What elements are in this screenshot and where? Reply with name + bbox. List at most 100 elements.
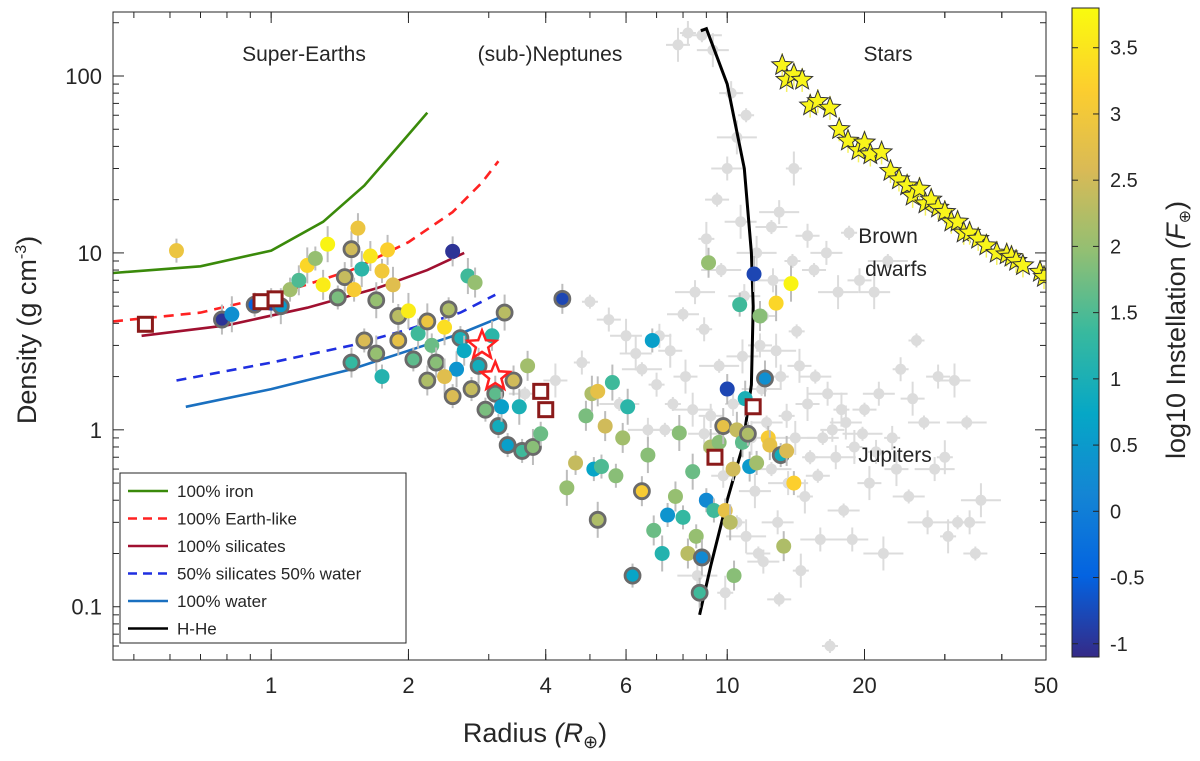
planet-point bbox=[504, 371, 523, 390]
gray-point bbox=[863, 477, 875, 489]
planet-point bbox=[698, 492, 714, 508]
gray-point bbox=[809, 371, 821, 383]
curve-100-iron bbox=[113, 111, 429, 275]
gray-point bbox=[752, 547, 764, 559]
region-label-jupiters: Jupiters bbox=[858, 444, 932, 467]
gray-point bbox=[969, 547, 981, 559]
gray-point bbox=[781, 410, 793, 422]
planet-point bbox=[786, 475, 802, 491]
gray-point bbox=[832, 286, 844, 298]
gray-points bbox=[508, 20, 1001, 653]
curve-100-earth-like bbox=[113, 160, 500, 323]
planet-point bbox=[632, 482, 651, 501]
gray-point bbox=[870, 446, 882, 458]
planet-point bbox=[427, 353, 446, 372]
gray-point bbox=[698, 428, 710, 440]
gray-point bbox=[740, 530, 752, 542]
x-tick-label: 2 bbox=[402, 673, 414, 698]
gray-point bbox=[895, 363, 907, 375]
planet-point bbox=[660, 507, 676, 523]
gray-point bbox=[795, 565, 807, 577]
region-label-stars: Stars bbox=[863, 43, 912, 66]
planet-point bbox=[746, 266, 762, 282]
planet-point bbox=[779, 443, 795, 459]
legend-label: 100% Earth-like bbox=[177, 510, 297, 529]
planet-point bbox=[385, 277, 401, 293]
x-tick-label: 20 bbox=[852, 673, 876, 698]
planet-point bbox=[282, 282, 298, 298]
planet-point bbox=[680, 545, 696, 561]
planet-point bbox=[693, 548, 711, 567]
planet-point bbox=[671, 425, 687, 441]
curve-50-silicates-50-water bbox=[176, 293, 496, 382]
gray-point bbox=[948, 375, 960, 387]
planet-point bbox=[367, 344, 386, 363]
planet-point bbox=[783, 276, 799, 292]
gray-point bbox=[698, 323, 710, 335]
planet-point bbox=[437, 319, 453, 335]
gray-point bbox=[679, 371, 691, 383]
gray-point bbox=[843, 227, 855, 239]
gray-point bbox=[689, 286, 701, 298]
x-tick-label: 10 bbox=[715, 673, 739, 698]
gray-point bbox=[519, 388, 531, 400]
planet-point bbox=[469, 356, 488, 375]
gray-point bbox=[711, 194, 723, 206]
gray-point bbox=[749, 485, 761, 497]
y-tick-label: 1 bbox=[90, 418, 102, 443]
planet-point bbox=[590, 383, 606, 399]
region-label-sub-neptunes: (sub-)Neptunes bbox=[478, 43, 623, 66]
gray-point bbox=[903, 490, 915, 502]
square-marker bbox=[252, 293, 270, 311]
planet-point bbox=[717, 502, 733, 518]
star-marker bbox=[869, 140, 894, 163]
planet-point bbox=[520, 358, 536, 374]
gray-point bbox=[651, 379, 663, 391]
star-marker bbox=[770, 52, 795, 76]
red-star-marker bbox=[464, 326, 500, 361]
planet-point bbox=[752, 308, 768, 324]
gray-point bbox=[840, 417, 852, 429]
colorbar-tick-label: 1 bbox=[1110, 369, 1121, 391]
gray-point bbox=[868, 286, 880, 298]
gray-point bbox=[857, 428, 869, 440]
star-marker bbox=[933, 199, 957, 223]
gray-point bbox=[677, 308, 689, 320]
planet-point bbox=[719, 381, 735, 397]
planet-point bbox=[462, 380, 481, 398]
gray-point bbox=[667, 398, 679, 410]
square-marker bbox=[532, 382, 550, 400]
gray-point bbox=[789, 432, 801, 444]
star-marker bbox=[945, 209, 970, 232]
planet-point bbox=[675, 509, 691, 525]
x-axis-label: Radius (R⊕) bbox=[463, 718, 607, 752]
planet-point bbox=[445, 243, 461, 259]
planet-point bbox=[467, 275, 483, 291]
gray-point bbox=[802, 230, 814, 242]
gray-point bbox=[793, 360, 805, 372]
gray-point bbox=[603, 314, 615, 326]
planet-point bbox=[608, 468, 624, 484]
planet-point bbox=[489, 417, 508, 435]
gray-point bbox=[765, 463, 777, 475]
gray-point bbox=[975, 494, 987, 506]
planet-point bbox=[380, 242, 396, 258]
planet-point bbox=[768, 295, 784, 311]
planet-point bbox=[667, 488, 683, 504]
colorbar: -1 -0.5 0 0.5 1 1.5 2 2.5 3 3.5 log10 Instellatio… bbox=[1071, 7, 1194, 658]
star-points bbox=[770, 52, 1046, 290]
gray-point bbox=[835, 404, 847, 416]
legend-label: 100% water bbox=[177, 592, 267, 611]
gray-point bbox=[802, 398, 814, 410]
planet-point bbox=[443, 387, 462, 406]
planet-point bbox=[701, 255, 717, 271]
planet-point bbox=[342, 353, 361, 372]
planet-point bbox=[588, 510, 607, 529]
gray-point bbox=[848, 441, 860, 453]
planet-point bbox=[511, 399, 527, 415]
planet-point bbox=[335, 268, 354, 286]
star-marker bbox=[895, 173, 919, 196]
gray-point bbox=[754, 339, 766, 351]
gray-point bbox=[705, 410, 717, 422]
square-marker bbox=[744, 398, 762, 416]
